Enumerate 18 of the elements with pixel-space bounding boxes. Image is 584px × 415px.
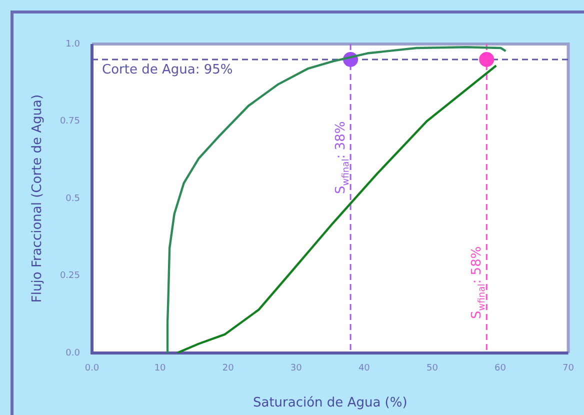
x-tick-label: 60 [494,364,506,374]
x-tick-label: 30 [290,364,302,374]
y-tick-label: 0.0 [66,348,80,358]
x-tick-label: 40 [358,364,370,374]
x-tick-label: 70 [562,364,574,374]
x-tick-label: 10 [154,364,166,374]
ref-line-label: Swfinal: 38% [334,121,352,194]
y-tick-label: 0.25 [60,271,80,282]
y-axis-title: Flujo Fraccional (Corte de Agua) [30,94,46,303]
x-tick-label: 20 [222,364,234,374]
y-tick-label: 0.5 [66,194,80,204]
y-tick-label: 1.0 [66,39,80,50]
ref-line-label: Corte de Agua: 95% [102,62,233,78]
y-tick-label: 0.75 [60,116,80,127]
x-tick-label: 0.0 [84,364,100,374]
x-tick-label: 50 [426,364,438,374]
ref-line-label: Swfinal: 58% [470,246,488,319]
x-axis-title: Saturación de Agua (%) [252,396,408,411]
